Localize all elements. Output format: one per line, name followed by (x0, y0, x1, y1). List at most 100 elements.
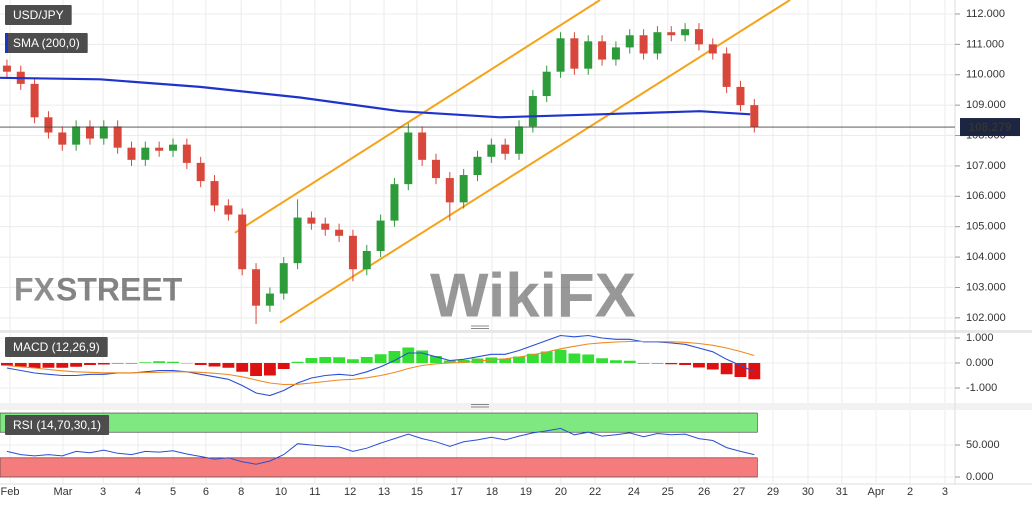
y-tick-label: 111.000 (966, 38, 1004, 50)
candle-body (708, 44, 717, 54)
histogram-bar (250, 363, 262, 376)
indicator-label: USD/JPY (13, 8, 64, 22)
candle-body (362, 250, 371, 270)
x-tick-label: 30 (802, 486, 814, 498)
histogram-bar (651, 363, 664, 364)
x-tick-label: 4 (135, 486, 141, 498)
x-tick-label: 5 (170, 486, 176, 498)
histogram-bar (208, 363, 221, 367)
histogram-bar (277, 363, 290, 369)
histogram-bar (388, 351, 401, 363)
x-tick-label: 27 (733, 486, 745, 498)
histogram-bar (402, 347, 415, 363)
candle-body (584, 41, 593, 69)
x-tick-label: 29 (767, 486, 779, 498)
panel (0, 334, 955, 397)
candle-body (72, 126, 81, 145)
histogram-bar (582, 354, 595, 363)
histogram-bar (222, 363, 235, 368)
y-tick-label: 105.000 (966, 221, 1006, 233)
signal-line (6, 340, 755, 386)
histogram-bar (623, 360, 636, 363)
histogram-bar (457, 360, 470, 363)
candle-body (30, 83, 39, 118)
rsi-band (0, 457, 758, 478)
candle-body (210, 181, 219, 206)
candle-body (459, 175, 468, 203)
candle-body (598, 41, 607, 60)
indicator-label-box (5, 337, 108, 357)
histogram-bar (319, 357, 332, 363)
histogram-bar (554, 349, 567, 363)
resize-handle[interactable] (471, 325, 489, 408)
candle-body (431, 159, 440, 179)
y-tick-label: 0.000 (966, 471, 994, 483)
indicator-label: RSI (14,70,30,1) (13, 418, 101, 432)
indicator-label-box (5, 33, 88, 53)
histogram-bar (637, 363, 650, 364)
candle-body (501, 144, 510, 154)
histogram-bar (28, 363, 41, 368)
histogram-bar (291, 361, 304, 363)
candle-body (2, 65, 11, 72)
candle-body (376, 220, 385, 251)
x-tick-label: 25 (662, 486, 674, 498)
y-tick-label: 50.000 (966, 439, 1000, 451)
histogram-bar (333, 357, 346, 363)
candle-body (667, 32, 676, 36)
candle-body (487, 144, 496, 157)
panel (0, 412, 955, 478)
candle-body (473, 156, 482, 176)
x-tick-label: 3 (942, 486, 948, 498)
trend-line (234, 0, 601, 234)
histogram-bar (56, 363, 69, 368)
last-price-label: 108.279 (968, 120, 1012, 134)
histogram-bar (42, 363, 55, 368)
candle-body (155, 147, 164, 151)
candle-body (182, 144, 191, 163)
histogram-bar (748, 363, 761, 380)
candle-body (141, 147, 150, 160)
x-tick-label: 12 (344, 486, 356, 498)
candle-body (224, 205, 233, 215)
indicator-label-box (5, 415, 110, 435)
x-tick-label: 19 (520, 486, 532, 498)
indicator-label: SMA (200,0) (13, 36, 80, 50)
x-tick-label: 13 (378, 486, 390, 498)
histogram-bar (180, 363, 193, 364)
candle-body (44, 117, 53, 133)
x-tick-label: Mar (53, 486, 72, 498)
histogram-bar (153, 361, 166, 363)
candle-body (321, 223, 330, 230)
candle-body (265, 293, 274, 306)
x-tick-label: 8 (238, 486, 244, 498)
y-tick-label: 106.000 (966, 190, 1006, 202)
x-tick-label: 10 (275, 486, 287, 498)
histogram-bar (374, 354, 387, 363)
candle-body (570, 38, 579, 69)
y-tick-label: 107.000 (966, 160, 1006, 172)
y-tick-label: 0.000 (966, 357, 994, 369)
histogram-bar (693, 363, 705, 368)
candle-body (528, 96, 537, 127)
histogram-bar (430, 356, 442, 363)
watermark: FX (14, 271, 56, 307)
histogram-bar (167, 361, 179, 363)
candle-body (85, 126, 94, 139)
x-tick-label: 31 (836, 486, 848, 498)
candle-body (293, 217, 302, 264)
y-tick-label: 109.000 (966, 99, 1006, 111)
candle-body (542, 71, 551, 97)
candle-body (127, 147, 136, 160)
candle-body (307, 217, 316, 224)
x-tick-label: 26 (698, 486, 710, 498)
y-tick-label: 112.000 (966, 8, 1005, 20)
y-tick-label: 110.000 (966, 69, 1005, 81)
rsi-line (6, 427, 755, 465)
histogram-bar (609, 360, 622, 363)
candle-body (58, 132, 67, 145)
y-tick-label: 103.000 (966, 281, 1006, 293)
histogram-bar (305, 358, 318, 363)
candle-body (348, 235, 357, 270)
x-tick-label: 2 (907, 486, 913, 498)
